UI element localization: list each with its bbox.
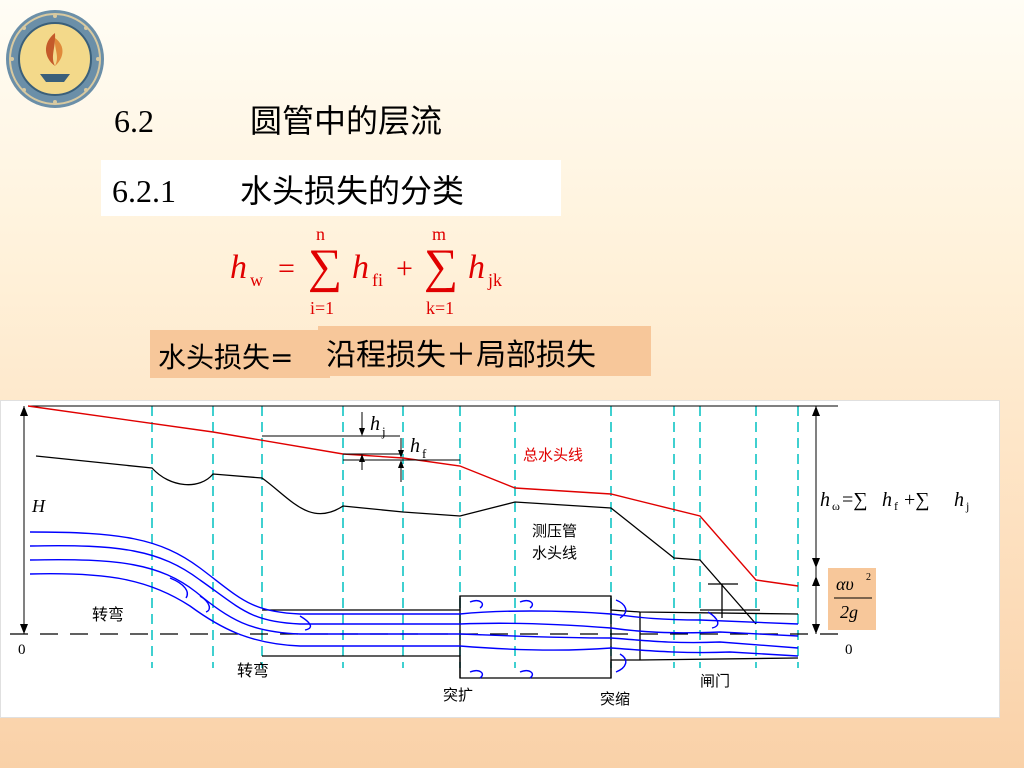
- hf-marker: h f: [343, 435, 460, 482]
- hf-var: h: [410, 435, 420, 457]
- formula-plus: +: [396, 252, 413, 285]
- bend-label-1: 转弯: [92, 605, 124, 624]
- sum2-symbol: ∑: [424, 240, 458, 293]
- piezometric-line-label-2: 水头线: [532, 544, 577, 562]
- formula-term1-var: h: [352, 249, 369, 286]
- formula-term1-sub: fi: [372, 270, 383, 290]
- diagram-background: [0, 400, 1000, 718]
- hw-eq-sum: =∑: [842, 489, 868, 511]
- formula-lhs-sub: w: [250, 270, 263, 290]
- velocity-head-sup: 2: [866, 572, 871, 583]
- hw-plus-sum: +∑: [904, 489, 930, 511]
- hw-hf-sub: f: [894, 499, 898, 513]
- subsection-number: 6.2.1: [112, 173, 176, 209]
- formula-term2-var: h: [468, 249, 485, 286]
- section-number: 6.2: [114, 103, 154, 139]
- head-loss-diagram: H 0 0 总水头线 测压管 水头线 h j h f: [10, 405, 969, 708]
- piezometric-line-label-1: 测压管: [532, 522, 577, 540]
- hw-hj-var: h: [954, 489, 964, 511]
- piezometric-head-line: [35, 455, 757, 625]
- subsection-heading-box: [101, 160, 561, 216]
- section-heading: 6.2 圆管中的层流: [114, 96, 442, 142]
- velocity-head-den: 2g: [840, 602, 858, 622]
- hj-sub: j: [381, 424, 386, 439]
- velocity-head: αυ 2 2g: [834, 572, 872, 622]
- subsection-title: 水头损失的分类: [240, 173, 465, 209]
- H-label: H: [31, 496, 46, 516]
- pipe-walls: [262, 595, 799, 679]
- sudden-expansion-label: 突扩: [443, 686, 473, 704]
- datum-zero-right: 0: [845, 642, 853, 658]
- hw-sum-formula: h ω =∑ h f +∑ h j: [820, 489, 969, 513]
- velocity-head-box: [828, 568, 876, 630]
- hj-marker: h j: [262, 412, 400, 470]
- datum-zero-left: 0: [18, 642, 26, 658]
- formula-equals: =: [278, 252, 295, 285]
- loss-components-box: [318, 326, 651, 376]
- head-loss-label: 水头损失=: [158, 341, 294, 374]
- loss-components: 沿程损失＋局部损失: [326, 338, 596, 373]
- section-title: 圆管中的层流: [250, 103, 443, 139]
- hf-sub: f: [422, 446, 427, 461]
- gate-label: 闸门: [700, 672, 730, 690]
- formula-sum1-lower: i=1: [310, 298, 334, 318]
- head-loss-formula: h w = n ∑ i=1 h fi + m ∑ k=1 h jk: [230, 224, 502, 318]
- hw-hf-var: h: [882, 489, 892, 511]
- hw-lhs-var: h: [820, 489, 830, 511]
- university-logo: [6, 10, 104, 108]
- velocity-head-num: αυ: [836, 574, 854, 594]
- total-head-line-label: 总水头线: [523, 446, 583, 464]
- formula-term2-sub: jk: [487, 270, 502, 290]
- hw-hj-sub: j: [965, 499, 969, 513]
- hj-var: h: [370, 413, 380, 435]
- subsection-heading: 6.2.1 水头损失的分类: [112, 166, 464, 212]
- formula-sum2-lower: k=1: [426, 298, 454, 318]
- hw-lhs-sub: ω: [832, 499, 840, 513]
- streamlines: [29, 531, 799, 679]
- total-head-line: [27, 405, 799, 587]
- sudden-contraction-label: 突缩: [600, 690, 630, 708]
- formula-sum1-upper: n: [316, 224, 325, 244]
- gate: [700, 583, 760, 618]
- section-guide-lines: [151, 406, 799, 668]
- sum1-symbol: ∑: [308, 240, 342, 293]
- bend-label-2: 转弯: [237, 661, 269, 680]
- head-loss-label-box: [150, 330, 330, 378]
- formula-lhs-var: h: [230, 249, 247, 286]
- formula-sum2-upper: m: [432, 224, 446, 244]
